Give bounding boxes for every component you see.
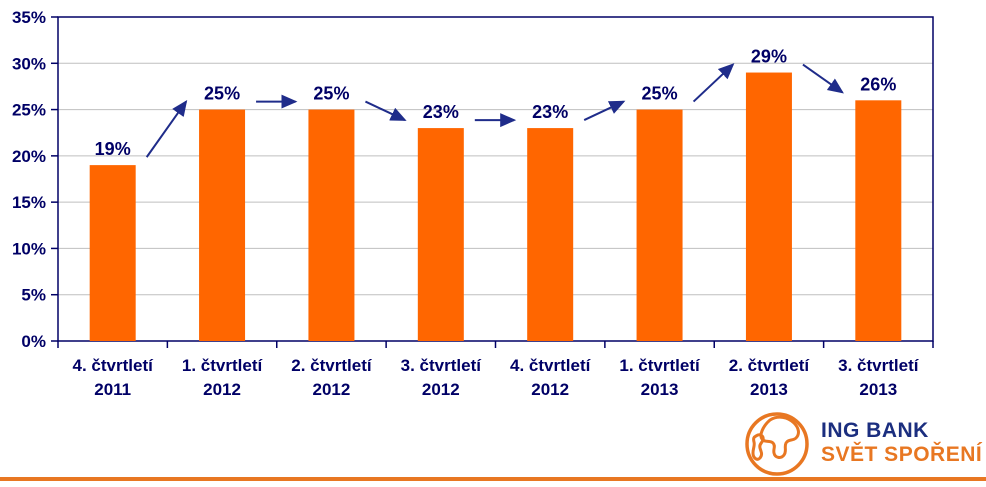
bar [308, 109, 355, 341]
x-axis-category-label: 4. čtvrtletí [510, 356, 592, 375]
trend-arrow [692, 63, 735, 103]
plot-border [57, 16, 934, 342]
x-axis-category-label: 1. čtvrtletí [182, 356, 264, 375]
bar [199, 109, 246, 341]
bar-value-label: 25% [642, 84, 678, 104]
trend-arrow [802, 63, 844, 94]
trend-arrow [145, 99, 188, 158]
bar [855, 100, 902, 341]
y-axis-tick-label: 25% [12, 101, 46, 120]
bar-value-label: 23% [423, 102, 459, 122]
logo-line2: SVĚT SPOŘENÍ [821, 443, 983, 466]
bar-value-label: 25% [313, 84, 349, 104]
trend-arrow [365, 100, 407, 121]
x-axis-category-label: 2. čtvrtletí [291, 356, 373, 375]
globe-icon [745, 412, 809, 476]
x-axis-category-label: 2012 [203, 380, 241, 399]
y-axis-tick-label: 35% [12, 8, 46, 27]
x-axis-category-label: 2012 [531, 380, 569, 399]
y-axis-tick-label: 10% [12, 239, 46, 258]
y-axis-tick-label: 20% [12, 147, 46, 166]
bottom-rule [0, 477, 986, 481]
bar [527, 128, 574, 341]
x-axis-category-label: 1. čtvrtletí [619, 356, 701, 375]
bar [636, 109, 683, 341]
x-axis-category-label: 2. čtvrtletí [729, 356, 811, 375]
x-axis-category-label: 2013 [750, 380, 788, 399]
trend-arrow [583, 100, 626, 121]
x-axis-category-label: 2011 [94, 380, 131, 399]
bar-value-label: 25% [204, 84, 240, 104]
logo-text: ING BANK SVĚT SPOŘENÍ [821, 419, 982, 467]
logo-line1: ING BANK [821, 419, 929, 442]
ing-logo: ING BANK SVĚT SPOŘENÍ [742, 407, 982, 479]
bar-value-label: 23% [532, 102, 568, 122]
y-axis-tick-label: 15% [12, 193, 46, 212]
x-axis-category-label: 3. čtvrtletí [838, 356, 920, 375]
bar-value-label: 26% [860, 74, 896, 94]
x-axis-category-label: 2013 [859, 380, 897, 399]
bar-chart: 0% 5% 10% 15% 20% 25% 30% 35% 19% 4. čtvrtletí 201… [12, 8, 934, 399]
y-axis-tick-label: 30% [12, 54, 46, 73]
bar [745, 72, 792, 342]
y-axis-tick-label: 5% [21, 286, 46, 305]
x-axis-category-label: 2012 [313, 380, 351, 399]
x-axis-category-label: 3. čtvrtletí [401, 356, 483, 375]
bar-value-label: 29% [751, 47, 787, 67]
bar [417, 128, 464, 341]
x-axis-category-label: 2013 [641, 380, 679, 399]
x-axis-category-label: 2012 [422, 380, 460, 399]
y-axis-tick-label: 0% [21, 332, 46, 351]
bar [89, 165, 136, 341]
bar-value-label: 19% [95, 139, 131, 159]
x-axis-category-label: 4. čtvrtletí [73, 356, 155, 375]
